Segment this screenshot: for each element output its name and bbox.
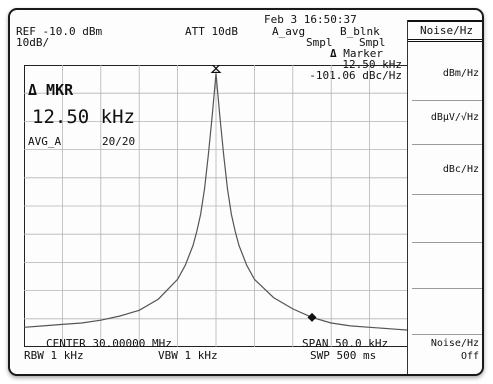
- average-count: 20/20: [102, 135, 136, 148]
- marker-readout-title: Δ Marker: [330, 48, 383, 60]
- marker-readout-level: -101.06 dBc/Hz: [309, 69, 402, 82]
- trace-a-detector: Smpl: [306, 36, 333, 49]
- marker-readout-label: Marker: [343, 47, 383, 60]
- sweep-time: SWP 500 ms: [310, 349, 377, 362]
- span: SPAN 50.0 kHz: [302, 337, 389, 350]
- softkey-dbuv-per-root-hz[interactable]: dBμV/√Hz: [430, 112, 479, 123]
- center-frequency: CENTER 30.00000 MHz: [46, 337, 172, 350]
- softkey-noise-off-label[interactable]: Noise/Hz: [430, 338, 479, 349]
- softkey-menu: Noise/Hz dBm/Hz dBμV/√Hz dBc/Hz Noise/Hz…: [407, 20, 482, 374]
- softkey-dbc-per-hz[interactable]: dBc/Hz: [442, 164, 479, 175]
- date-time: Feb 3 16:50:37: [264, 13, 357, 26]
- softkey-divider: [412, 242, 482, 243]
- analyzer-screen: Feb 3 16:50:37 REF -10.0 dBm ATT 10dB A_…: [8, 8, 484, 376]
- trace-a-mode: A_avg: [272, 25, 306, 38]
- softkey-divider: [412, 100, 482, 101]
- delta-marker-icon: Δ: [330, 47, 337, 60]
- softkey-divider: [412, 334, 482, 335]
- softkey-noise-off-state[interactable]: Off: [460, 351, 479, 362]
- softkey-divider: [412, 144, 482, 145]
- softkey-divider: [412, 288, 482, 289]
- video-bandwidth: VBW 1 kHz: [158, 349, 218, 362]
- softkey-divider: [412, 194, 482, 195]
- delta-marker-label: Δ MKR: [28, 81, 74, 99]
- trace-b-detector: Smpl: [359, 36, 386, 49]
- reference-marker-icon: [210, 65, 222, 74]
- attenuation: ATT 10dB: [185, 25, 238, 38]
- softkey-menu-title: Noise/Hz: [408, 20, 482, 42]
- softkey-dbm-per-hz[interactable]: dBm/Hz: [442, 68, 479, 79]
- reference-level: REF -10.0 dBm: [16, 25, 103, 38]
- delta-marker-value: 12.50 kHz: [32, 106, 135, 128]
- resolution-bandwidth: RBW 1 kHz: [24, 349, 84, 362]
- spectrum-trace: [24, 73, 408, 331]
- marker-readout-frequency: 12.50 kHz: [342, 58, 402, 71]
- average-label: AVG_A: [28, 135, 62, 148]
- trace-b-mode: B_blnk: [340, 25, 380, 38]
- scale-per-division: 10dB/: [16, 36, 50, 49]
- delta-marker-point: [307, 312, 317, 322]
